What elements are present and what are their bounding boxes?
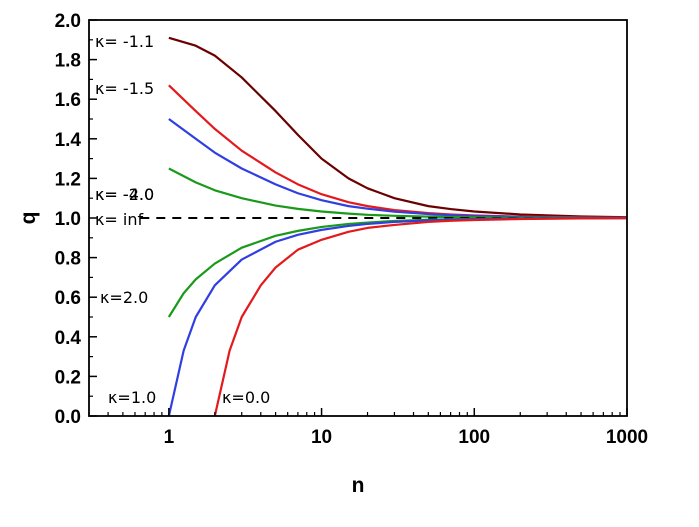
series-label: κ= -1.5 (95, 79, 154, 98)
axes-layer: 0.0 0.2 0.4 0.6 0.8 1.0 1.2 1.4 1.6 1.8 2.0 1 10 100 1… (55, 11, 649, 448)
x-tick-label: 1 (164, 427, 175, 448)
curve-labels-layer: κ= -1.1 κ= -1.5 κ= -2.0κ= -4.0 κ= inf κ=2.0 κ… (95, 32, 270, 407)
series-label: κ= -2.0 (95, 185, 154, 204)
y-tick-label: 1.6 (55, 90, 81, 111)
y-tick-label: 1.4 (55, 130, 82, 151)
y-tick-label: 1.0 (55, 209, 81, 230)
series-label: κ= -4.0 (95, 185, 154, 204)
series-line-kappa-2 (167, 216, 628, 318)
y-tick-label: 0.8 (55, 249, 81, 270)
series-line-kappa-neg1_1 (168, 36, 628, 219)
y-tick-label: 0.4 (55, 328, 82, 349)
x-tick-label: 1000 (606, 427, 648, 448)
x-tick-label: 100 (458, 427, 490, 448)
y-tick-label: 0.2 (55, 367, 81, 388)
series-label: κ=2.0 (100, 288, 148, 307)
series-line-kappa-1 (167, 217, 628, 417)
series-line-kappa-neg2 (168, 118, 628, 219)
x-tick-label: 10 (311, 427, 332, 448)
y-axis-label: q (17, 212, 40, 225)
curves-layer (140, 36, 628, 417)
y-tick-label: 0.0 (55, 407, 81, 428)
x-axis-label: n (352, 474, 365, 497)
series-label: κ=0.0 (222, 388, 270, 407)
series-label: κ=1.0 (108, 388, 156, 407)
series-label: κ= -1.1 (95, 32, 154, 51)
y-tick-label: 2.0 (55, 11, 81, 32)
y-tick-label: 0.6 (55, 288, 81, 309)
y-tick-label: 1.2 (55, 169, 81, 190)
series-label: κ= inf (95, 210, 144, 229)
y-tick-label: 1.8 (55, 51, 81, 72)
series-line-kappa-0 (213, 217, 628, 417)
